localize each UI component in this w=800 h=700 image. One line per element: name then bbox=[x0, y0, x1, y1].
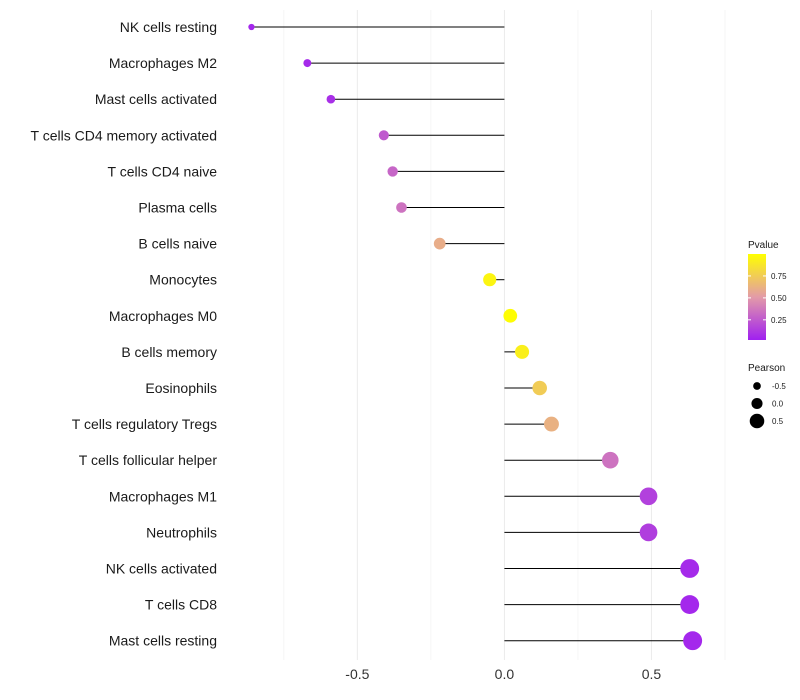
x-tick-label: 0.0 bbox=[495, 666, 515, 682]
legend-colorbar bbox=[748, 254, 766, 340]
category-label: Neutrophils bbox=[146, 524, 217, 540]
lollipop-point bbox=[544, 416, 559, 432]
x-tick-label: -0.5 bbox=[345, 666, 369, 682]
lollipop-point bbox=[503, 308, 518, 323]
lollipop-point bbox=[387, 166, 398, 177]
lollipop-point bbox=[515, 344, 530, 359]
category-label: T cells regulatory Tregs bbox=[72, 416, 217, 432]
legend-pvalue: Pvalue 0.25 0.50 0.75 bbox=[748, 240, 787, 340]
lollipop-marks: NK cells resting Macrophages M2 Mast cells… bbox=[31, 19, 703, 651]
category-label: Mast cells resting bbox=[109, 633, 217, 649]
category-label: B cells memory bbox=[121, 344, 217, 360]
x-axis: -0.5 0.0 0.5 bbox=[345, 666, 661, 682]
legend-size-label: 0.5 bbox=[772, 417, 784, 426]
lollipop-point bbox=[602, 451, 619, 469]
grid-lines bbox=[283, 10, 726, 660]
legend-size-point bbox=[751, 397, 763, 410]
legend-size-label: 0.0 bbox=[772, 400, 784, 409]
lollipop-point bbox=[433, 237, 446, 250]
category-label: T cells CD4 naive bbox=[108, 163, 218, 179]
legend-pearson-title: Pearson bbox=[748, 363, 785, 374]
category-label: T cells CD4 memory activated bbox=[31, 127, 217, 143]
legend-size-point bbox=[749, 413, 765, 429]
category-label: Eosinophils bbox=[145, 380, 217, 396]
lollipop-point bbox=[483, 273, 497, 287]
category-label: Macrophages M0 bbox=[109, 308, 217, 324]
x-tick-label: 0.5 bbox=[642, 666, 662, 682]
category-label: Plasma cells bbox=[138, 200, 217, 216]
lollipop-point bbox=[303, 59, 312, 68]
legend-colorbar-label: 0.50 bbox=[771, 294, 787, 303]
category-label: NK cells activated bbox=[106, 561, 217, 577]
category-label: Monocytes bbox=[149, 272, 217, 288]
legend-pvalue-title: Pvalue bbox=[748, 240, 779, 251]
lollipop-point bbox=[639, 523, 658, 542]
legend-size-label: -0.5 bbox=[772, 382, 786, 391]
category-label: NK cells resting bbox=[120, 19, 217, 35]
category-label: T cells CD8 bbox=[145, 597, 217, 613]
category-label: Mast cells activated bbox=[95, 91, 217, 107]
legend-size-point bbox=[753, 382, 761, 390]
lollipop-point bbox=[683, 631, 703, 651]
lollipop-point bbox=[680, 559, 700, 578]
lollipop-point bbox=[248, 23, 255, 31]
lollipop-point bbox=[532, 380, 547, 396]
category-label: Macrophages M2 bbox=[109, 55, 217, 71]
lollipop-point bbox=[639, 487, 658, 506]
category-label: Macrophages M1 bbox=[109, 488, 217, 504]
lollipop-point bbox=[326, 94, 336, 104]
legend-colorbar-label: 0.75 bbox=[771, 272, 787, 281]
lollipop-point bbox=[680, 595, 700, 615]
legend-colorbar-label: 0.25 bbox=[771, 316, 787, 325]
lollipop-point bbox=[396, 202, 407, 213]
legend-pearson: Pearson -0.5 0.0 0.5 bbox=[748, 363, 786, 429]
category-label: T cells follicular helper bbox=[79, 452, 218, 468]
category-label: B cells naive bbox=[138, 236, 217, 252]
lollipop-point bbox=[378, 130, 389, 141]
